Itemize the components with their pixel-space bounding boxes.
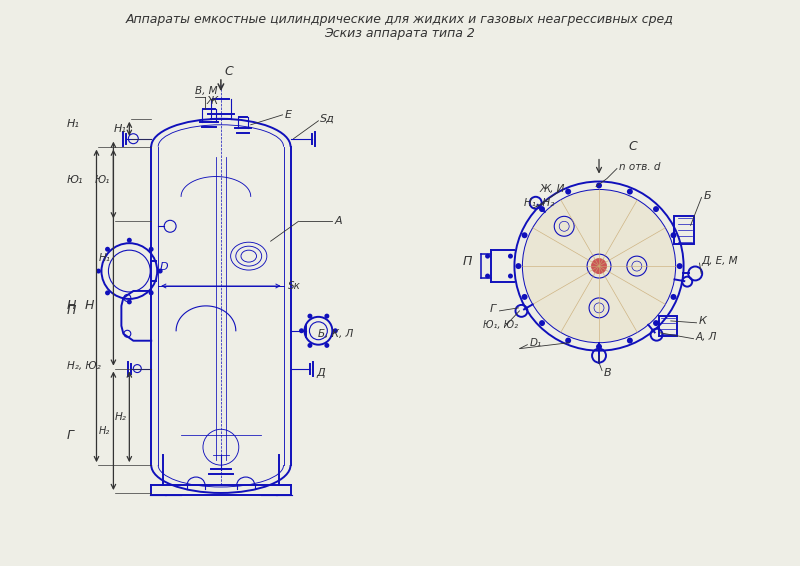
Circle shape — [627, 188, 633, 195]
Text: Н₁, Н₂: Н₁, Н₂ — [524, 199, 554, 208]
Circle shape — [539, 206, 545, 212]
Circle shape — [515, 263, 522, 269]
Circle shape — [522, 190, 676, 342]
Circle shape — [596, 344, 602, 350]
Text: Ю₁: Ю₁ — [66, 175, 83, 185]
Circle shape — [508, 273, 513, 278]
Circle shape — [158, 269, 162, 273]
Circle shape — [149, 290, 154, 295]
Circle shape — [677, 263, 682, 269]
Text: В, М: В, М — [195, 87, 218, 96]
Circle shape — [105, 290, 110, 295]
Circle shape — [485, 273, 490, 278]
Text: Г: Г — [66, 429, 74, 442]
Text: A: A — [334, 216, 342, 226]
Text: Ж: Ж — [207, 96, 218, 106]
Circle shape — [653, 320, 659, 326]
Circle shape — [324, 343, 330, 348]
Circle shape — [96, 269, 101, 273]
Circle shape — [596, 182, 602, 188]
Text: Н₂: Н₂ — [99, 426, 110, 436]
Circle shape — [307, 343, 313, 348]
Text: П: П — [462, 255, 472, 268]
Circle shape — [105, 247, 110, 252]
Circle shape — [324, 314, 330, 319]
Text: Н₂, Ю₂: Н₂, Ю₂ — [66, 361, 100, 371]
Text: Д: Д — [317, 367, 325, 378]
Text: В: В — [604, 367, 612, 378]
Circle shape — [485, 254, 490, 259]
Circle shape — [127, 238, 132, 243]
Circle shape — [333, 328, 338, 333]
Circle shape — [307, 314, 313, 319]
Circle shape — [127, 299, 132, 305]
Bar — [674, 216, 694, 245]
Text: Н₁: Н₁ — [98, 252, 110, 263]
Circle shape — [653, 206, 659, 212]
Circle shape — [299, 328, 304, 333]
Text: Н: Н — [66, 299, 76, 312]
Circle shape — [565, 337, 571, 344]
Text: К: К — [698, 316, 706, 326]
Text: Н₁: Н₁ — [114, 124, 126, 134]
Text: Н: Н — [85, 299, 94, 312]
Text: Д, Е, М: Д, Е, М — [702, 256, 738, 266]
Circle shape — [591, 258, 607, 274]
Circle shape — [522, 232, 527, 238]
Text: Б, К, Л: Б, К, Л — [318, 329, 354, 338]
Bar — [659, 316, 677, 336]
Circle shape — [670, 232, 677, 238]
Text: Н₁: Н₁ — [66, 119, 79, 129]
Circle shape — [149, 247, 154, 252]
Text: Sд: Sд — [320, 114, 335, 124]
Circle shape — [539, 320, 545, 326]
Text: D₁: D₁ — [530, 338, 542, 348]
Circle shape — [522, 294, 527, 300]
Circle shape — [565, 188, 571, 195]
Text: C: C — [225, 65, 234, 78]
Circle shape — [670, 294, 677, 300]
Text: E: E — [285, 110, 291, 120]
Text: n отв. d: n отв. d — [619, 161, 661, 171]
Circle shape — [627, 337, 633, 344]
Text: Ю₁: Ю₁ — [95, 175, 110, 185]
Text: А, Л: А, Л — [695, 332, 717, 342]
Text: Эскиз аппарата типа 2: Эскиз аппарата типа 2 — [325, 27, 475, 40]
Text: С: С — [629, 140, 638, 153]
Text: D: D — [160, 262, 169, 272]
Text: Н₂: Н₂ — [114, 412, 126, 422]
Text: Ю₁, Ю₂: Ю₁, Ю₂ — [482, 320, 518, 330]
Text: Sк: Sк — [287, 281, 301, 291]
Circle shape — [508, 254, 513, 259]
Text: П: П — [66, 305, 76, 318]
Text: Б: Б — [703, 191, 711, 201]
Text: Г: Г — [490, 304, 496, 314]
Text: Аппараты емкостные цилиндрические для жидких и газовых неагрессивных сред: Аппараты емкостные цилиндрические для жи… — [126, 14, 674, 27]
Text: Ж, И: Ж, И — [539, 185, 565, 195]
